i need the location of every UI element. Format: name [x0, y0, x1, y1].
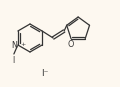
Text: O: O: [68, 40, 74, 49]
Text: +: +: [20, 43, 26, 48]
Text: N: N: [12, 41, 17, 50]
Text: I⁻: I⁻: [41, 70, 49, 78]
Text: I: I: [12, 56, 15, 65]
